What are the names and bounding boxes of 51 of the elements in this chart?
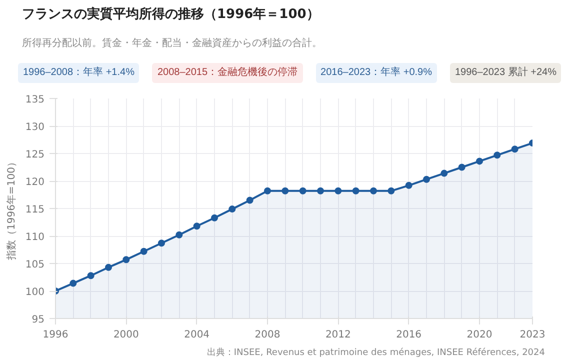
point [388, 188, 395, 195]
y-tick-label: 135 [25, 94, 45, 106]
point [440, 170, 448, 177]
y-tick-label: 100 [25, 287, 45, 298]
chart-subtitle: 所得再分配以前。賃金・年金・配当・金融資産からの利益の合計。 [22, 36, 322, 51]
text: 1996–2008：年率 +1.4% [23, 66, 134, 80]
point [423, 176, 430, 183]
y-tick-label: 125 [25, 150, 45, 161]
x-tick-label: 2012 [325, 330, 351, 341]
text: 2008–2015：金融危機後の停滞 [157, 66, 298, 80]
x-tick-label: 2023 [520, 330, 546, 341]
point [264, 188, 271, 195]
point [105, 264, 112, 271]
y-tick-label: 110 [25, 232, 45, 244]
y-tick-label: 120 [25, 177, 45, 188]
y-tick-label: 105 [25, 260, 45, 271]
x-tick-label: 2020 [466, 330, 492, 341]
point [87, 272, 94, 280]
point [476, 158, 483, 165]
point [282, 188, 289, 195]
x-tick-label: 2004 [184, 330, 210, 341]
y-tick-label: 115 [25, 204, 45, 216]
x-tick-label: 2000 [113, 330, 139, 341]
point [299, 188, 306, 195]
x-tick-label: 2016 [396, 330, 422, 341]
point [511, 146, 518, 153]
y-tick-label: 130 [25, 122, 45, 134]
point [211, 214, 218, 222]
text: 2016–2023：年率 +0.9% [320, 66, 432, 80]
point [352, 188, 360, 195]
point [494, 152, 501, 159]
point [140, 248, 148, 256]
point [334, 188, 342, 195]
text: 1996–2023 累計 +24% [455, 66, 556, 80]
point [193, 222, 200, 230]
chart-title: フランスの実質平均所得の推移（1996年＝100） [22, 6, 320, 24]
point [370, 188, 377, 195]
point [158, 240, 165, 247]
point [228, 206, 236, 213]
y-axis-title: 指数（1996年=100） [5, 157, 18, 262]
point [458, 164, 466, 171]
x-tick-label: 2008 [254, 330, 280, 341]
point [70, 280, 77, 287]
point [246, 196, 254, 204]
point [317, 188, 324, 195]
point [122, 256, 130, 264]
source-note: 出典：INSEE, Revenus et patrimoine des ménages, INSEE Références, 2024 [206, 347, 545, 360]
x-tick-label: 1996 [42, 330, 68, 341]
y-tick-label: 95 [32, 314, 45, 326]
point [405, 182, 412, 190]
point [176, 232, 183, 239]
